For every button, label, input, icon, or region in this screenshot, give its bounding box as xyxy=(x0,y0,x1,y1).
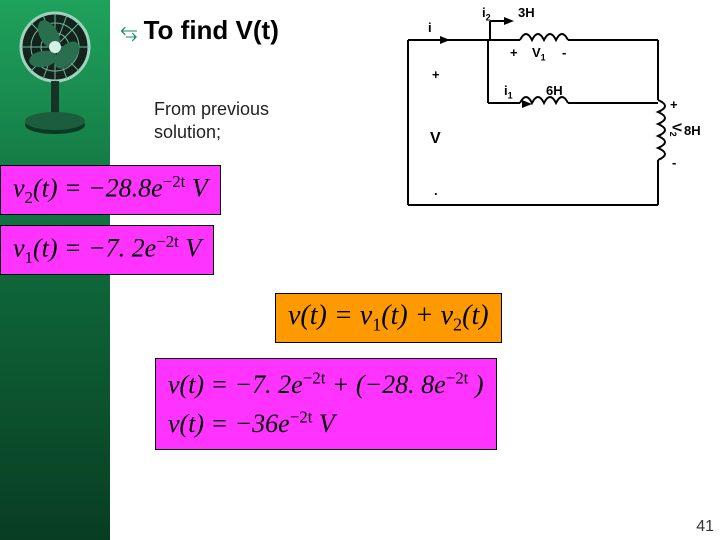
label-v2-plus: + xyxy=(670,97,678,112)
label-v-plus: + xyxy=(432,67,440,82)
content-area: ⥃ To find V(t) From previous solution; v… xyxy=(110,0,720,540)
label-i1: i1 xyxy=(504,83,513,101)
circuit-diagram: i i2 3H + V1 - + V . i1 6H + V2 - 8H xyxy=(400,5,700,220)
label-v-minus: . xyxy=(434,183,438,198)
label-v1-plus: + xyxy=(510,45,518,60)
equation-v2: v2(t) = −28.8e−2t V xyxy=(0,165,221,215)
bullet-icon: ⥃ xyxy=(120,18,138,44)
fan-illustration xyxy=(5,5,105,150)
label-3H: 3H xyxy=(518,5,535,20)
label-i2: i2 xyxy=(482,5,491,23)
equation-v1: v1(t) = −7. 2e−2t V xyxy=(0,225,214,275)
equation-final: v(t) = −7. 2e−2t + (−28. 8e−2t ) v(t) = … xyxy=(155,358,497,450)
from-previous-text: From previous solution; xyxy=(154,98,269,145)
subtext-line2: solution; xyxy=(154,122,221,142)
label-V1: V1 xyxy=(532,45,546,63)
label-i: i xyxy=(428,20,432,35)
label-v1-minus: - xyxy=(562,45,566,60)
label-8H: 8H xyxy=(684,123,701,138)
title-row: ⥃ To find V(t) xyxy=(120,15,279,46)
subtext-line1: From previous xyxy=(154,99,269,119)
slide-title: To find V(t) xyxy=(144,15,279,46)
label-V2: V2 xyxy=(668,123,685,137)
label-V: V xyxy=(430,130,441,148)
label-6H: 6H xyxy=(546,83,563,98)
equation-sum: v(t) = v1(t) + v2(t) xyxy=(275,293,502,343)
label-v2-minus: - xyxy=(672,155,676,170)
page-number: 41 xyxy=(696,518,714,536)
